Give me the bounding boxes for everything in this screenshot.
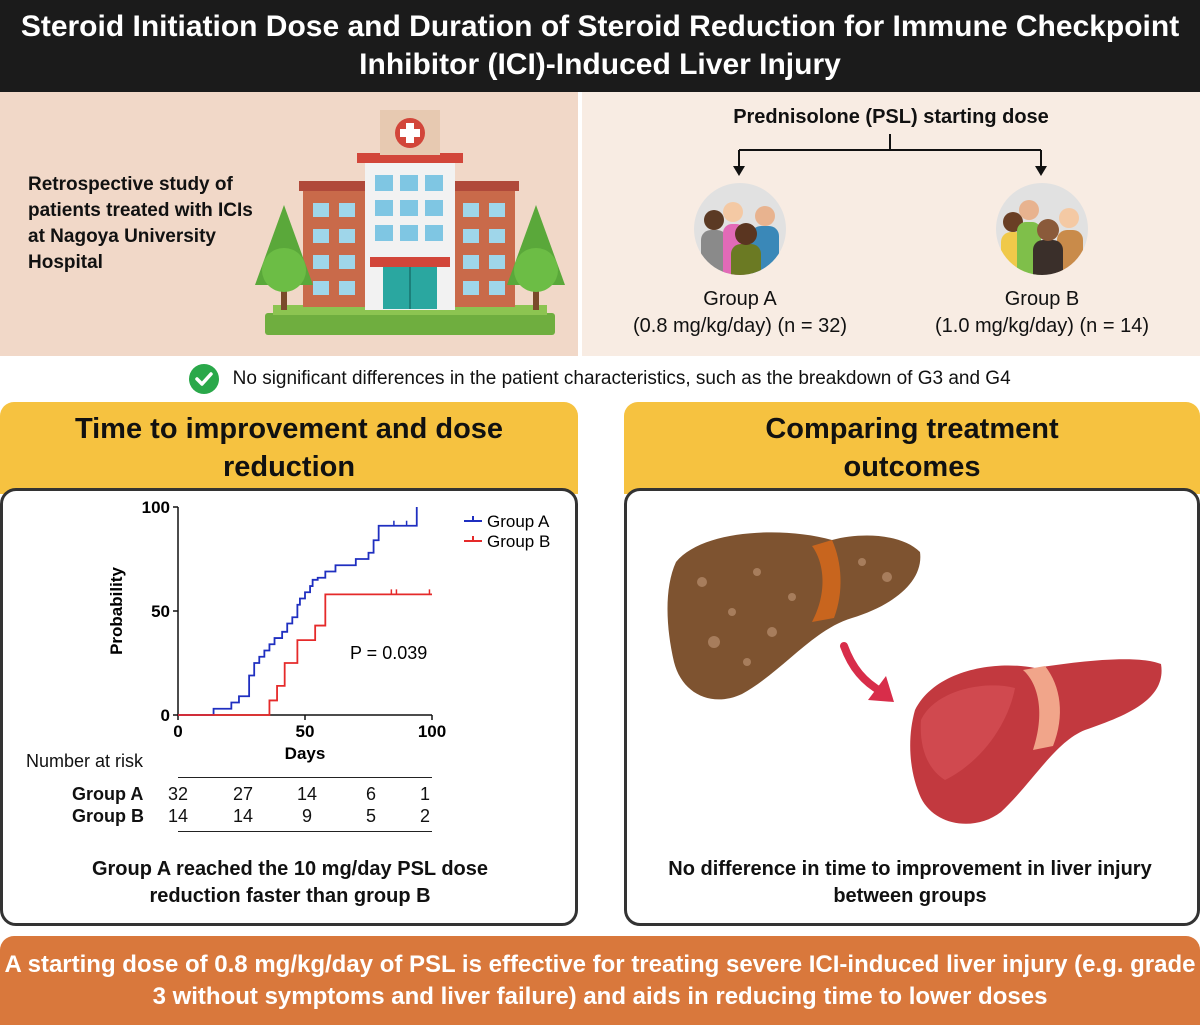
note-text: No significant differences in the patien… [232, 368, 1011, 389]
risk-cell: 32 [167, 784, 189, 804]
check-circle-icon [189, 364, 220, 394]
healthy-liver-illustration [910, 659, 1162, 824]
risk-row-a-label: Group A [72, 784, 144, 804]
p-value-annotation: P = 0.039 [350, 643, 427, 663]
risk-cell: 1 [419, 784, 430, 804]
right-panel-heading: Comparing treatment outcomes [624, 402, 1200, 494]
risk-cell: 6 [365, 784, 376, 804]
risk-cell: 14 [232, 806, 254, 826]
group-a-label: Group A (0.8 mg/kg/day) (n = 32) [610, 286, 870, 340]
psl-title: Prednisolone (PSL) starting dose [733, 106, 1049, 128]
group-a-people-icon [694, 183, 786, 275]
diseased-liver-illustration [667, 532, 921, 700]
group-b-detail: (1.0 mg/kg/day) (n = 14) [935, 315, 1149, 337]
legend-label: Group B [487, 532, 550, 551]
left-panel-heading-text: Time to improvement and dose reduction [74, 413, 504, 483]
x-tick-label: 50 [296, 722, 315, 741]
left-panel-caption: Group A reached the 10 mg/day PSL dose r… [91, 858, 489, 907]
risk-cell: 5 [365, 806, 376, 826]
group-a-name: Group A [703, 288, 777, 310]
split-arrow [733, 134, 1047, 176]
kaplan-meier-chart: 0 50 100 0 50 100 Days Probability Group AGroup … [107, 498, 550, 763]
right-panel-caption: No difference in time to improvement in … [668, 858, 1152, 907]
hospital-illustration [255, 110, 565, 335]
y-axis-label: Probability [107, 567, 126, 655]
y-tick-label: 50 [151, 602, 170, 621]
right-panel-heading-text: Comparing treatment outcomes [765, 413, 1059, 483]
legend-label: Group A [487, 512, 550, 531]
conclusion-text: A starting dose of 0.8 mg/kg/day of PSL … [4, 951, 1196, 1010]
km-curve-group-b [178, 593, 432, 716]
risk-cell: 2 [419, 806, 430, 826]
page-title: Steroid Initiation Dose and Duration of … [20, 10, 1180, 81]
risk-cell: 27 [232, 784, 254, 804]
group-a-detail: (0.8 mg/kg/day) (n = 32) [633, 315, 847, 337]
left-panel-heading: Time to improvement and dose reduction [0, 402, 578, 494]
title-bar: Steroid Initiation Dose and Duration of … [0, 0, 1200, 92]
y-tick-label: 100 [142, 498, 170, 517]
x-tick-label: 100 [418, 722, 446, 741]
left-panel [0, 488, 578, 926]
risk-cell: 9 [301, 806, 312, 826]
risk-cell: 14 [167, 806, 189, 826]
conclusion-banner: A starting dose of 0.8 mg/kg/day of PSL … [0, 936, 1200, 1025]
y-tick-label: 0 [161, 706, 170, 725]
group-b-label: Group B (1.0 mg/kg/day) (n = 14) [912, 286, 1172, 340]
group-b-name: Group B [1004, 288, 1080, 310]
risk-table-title: Number at risk [26, 751, 144, 771]
risk-cell: 14 [296, 784, 318, 804]
risk-table-divider-bottom [178, 831, 432, 832]
group-b-people-icon [996, 183, 1088, 275]
x-tick-label: 0 [173, 722, 182, 741]
km-curve-group-a [178, 507, 418, 716]
x-axis-label: Days [285, 744, 326, 763]
study-description: Retrospective study of patients treated … [28, 174, 253, 273]
characteristics-note: No significant differences in the patien… [0, 364, 1200, 394]
risk-row-b-label: Group B [72, 806, 144, 826]
risk-table-divider-top [178, 777, 432, 778]
arrow-icon [840, 642, 894, 702]
